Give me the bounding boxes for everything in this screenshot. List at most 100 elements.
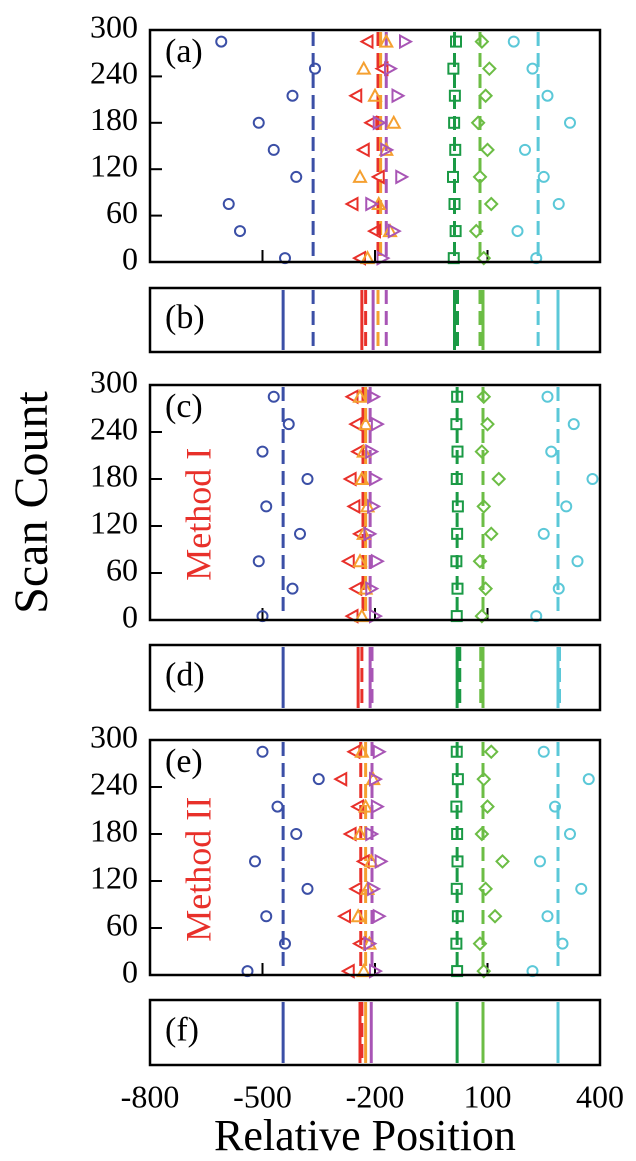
point [369, 471, 384, 487]
point [367, 389, 382, 405]
point [370, 416, 385, 432]
point [537, 745, 550, 758]
y-tick-label: 300 [90, 363, 138, 399]
point [365, 196, 380, 212]
point [476, 771, 492, 787]
point [356, 60, 372, 75]
point [355, 142, 370, 158]
point [468, 223, 484, 239]
point [447, 170, 459, 183]
point [474, 826, 490, 842]
point [478, 881, 494, 897]
point [451, 773, 464, 786]
point [560, 500, 573, 513]
point [344, 196, 359, 212]
point [472, 553, 488, 569]
point [346, 498, 361, 515]
point [340, 553, 355, 569]
point [301, 473, 314, 485]
panel-label: (e) [165, 743, 203, 780]
x-tick-label: 100 [464, 1078, 512, 1114]
point [541, 390, 554, 403]
point [367, 498, 382, 515]
point [301, 882, 314, 895]
point [449, 143, 462, 156]
point [365, 826, 380, 842]
point [215, 35, 228, 48]
point [450, 555, 463, 568]
point [476, 250, 492, 266]
point [256, 445, 269, 458]
point [556, 937, 569, 950]
y-tick-label: 0 [122, 598, 138, 634]
point [474, 34, 490, 50]
panel-label: (f) [165, 1011, 199, 1048]
point [399, 33, 414, 50]
y-tick-label: 180 [90, 101, 138, 137]
point [571, 555, 584, 568]
point [450, 473, 463, 485]
point [249, 855, 261, 868]
point [290, 170, 303, 183]
point [552, 198, 565, 210]
point [450, 35, 462, 48]
point [312, 773, 325, 786]
point [483, 196, 499, 212]
point [564, 828, 576, 840]
y-tick-label: 60 [106, 194, 138, 230]
point [365, 443, 380, 460]
point [252, 555, 265, 568]
point [357, 798, 374, 813]
point [519, 143, 531, 156]
y-tick-label: 240 [90, 410, 138, 446]
point [386, 114, 402, 129]
point [480, 142, 495, 158]
point [549, 800, 561, 813]
point [352, 553, 368, 568]
point [372, 908, 387, 924]
point [476, 499, 492, 514]
point [450, 745, 463, 758]
point [365, 580, 380, 597]
y-tick-label: 180 [90, 812, 138, 848]
x-tick-label: -200 [346, 1078, 405, 1114]
point [395, 169, 410, 185]
point [367, 87, 383, 102]
point [495, 854, 510, 869]
point [582, 773, 595, 786]
y-tick-label: 240 [90, 765, 138, 801]
y-tick-label: 0 [122, 953, 138, 989]
point [374, 853, 389, 870]
point [451, 445, 464, 458]
point [450, 882, 463, 895]
method-label: Method II [178, 797, 218, 942]
point [294, 527, 306, 540]
panel: (d) [148, 643, 602, 712]
point [256, 745, 269, 758]
point [342, 471, 357, 487]
point [372, 115, 387, 131]
point [537, 170, 550, 183]
point [448, 89, 461, 102]
panel-label: (a) [165, 33, 203, 70]
point [451, 527, 464, 540]
point [483, 744, 499, 760]
point [451, 828, 464, 840]
panel-frame [148, 998, 602, 1067]
point [534, 855, 546, 868]
point [366, 223, 381, 239]
point [352, 825, 368, 840]
panel-label: (c) [165, 388, 203, 425]
point [474, 608, 490, 624]
point [286, 89, 299, 102]
panel: (f) -800 -500 -200 100 400 Relative Position [121, 998, 624, 1160]
point [511, 225, 524, 238]
point [363, 526, 378, 542]
y-tick-label: 60 [106, 906, 138, 942]
point [541, 910, 554, 923]
point [451, 500, 464, 513]
point [451, 390, 464, 403]
point [348, 88, 363, 104]
panel-frame [148, 738, 602, 977]
point [450, 937, 463, 950]
